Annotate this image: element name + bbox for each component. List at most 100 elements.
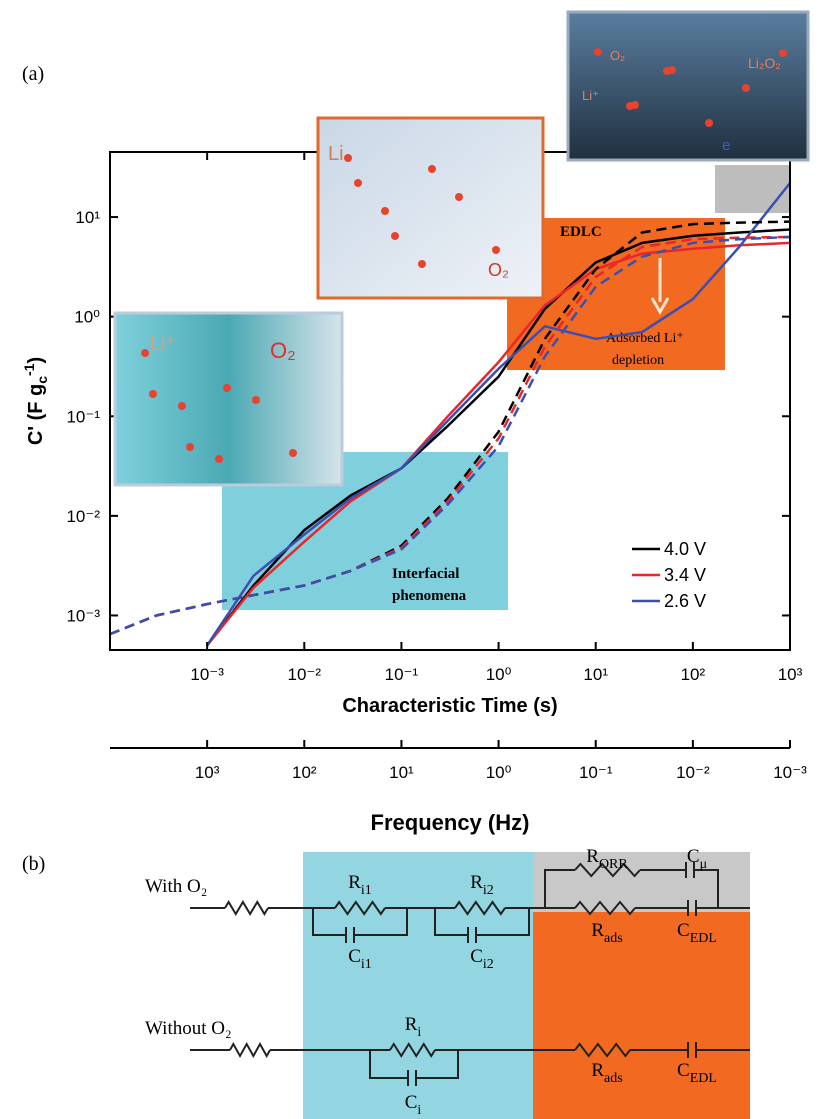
y-axis-title-part: ) xyxy=(25,357,47,364)
y-axis-title-part: c xyxy=(34,376,50,384)
component-label: CEDL xyxy=(677,1060,717,1086)
component-subscript: i xyxy=(417,1103,421,1118)
inset-particle xyxy=(344,154,352,162)
wire xyxy=(334,900,386,916)
x-tick-label: 10⁻³ xyxy=(190,665,224,684)
annotation: phenomena xyxy=(392,588,467,604)
inset-particle xyxy=(742,84,750,92)
row-label: With O₂ xyxy=(145,876,207,897)
legend-label: 3.4 V xyxy=(664,565,706,585)
inset-particle xyxy=(391,232,399,240)
inset-particle xyxy=(594,48,602,56)
inset-particle xyxy=(705,119,713,127)
wire xyxy=(467,927,477,943)
x2-axis-title: Frequency (Hz) xyxy=(371,810,530,835)
wire xyxy=(224,900,269,916)
inset-particle xyxy=(178,402,186,410)
component-symbol: R xyxy=(348,872,361,893)
legend-label: 4.0 V xyxy=(664,539,706,559)
x-tick-label: 10⁻² xyxy=(288,665,322,684)
component-label: Ri xyxy=(405,1014,422,1040)
component-label: Ri1 xyxy=(348,872,372,898)
series-line xyxy=(206,182,791,647)
plot: EDLC Adsorbed Li⁺ depletion Interfacial phen… xyxy=(21,10,810,835)
legend-label: 2.6 V xyxy=(664,591,706,611)
component-subscript: i1 xyxy=(361,957,372,972)
y-axis-title: C' (F gc-1) xyxy=(21,357,50,445)
inset-image xyxy=(566,10,810,162)
wire xyxy=(544,869,575,908)
component-symbol: C xyxy=(348,946,361,967)
component-symbol: R xyxy=(591,920,604,941)
inset-particle xyxy=(186,443,194,451)
component-symbol: C xyxy=(405,1092,418,1113)
inset-particle xyxy=(215,455,223,463)
inset-particle xyxy=(455,193,463,201)
component-symbol: R xyxy=(405,1014,418,1035)
y-tick-label: 10¹ xyxy=(75,208,100,227)
series-line xyxy=(206,241,791,647)
inset-particle xyxy=(149,390,157,398)
wire xyxy=(454,900,506,916)
inset-image xyxy=(316,116,545,300)
inset-particle xyxy=(381,207,389,215)
component-subscript: EDL xyxy=(690,1071,717,1086)
annotation: Interfacial xyxy=(392,566,459,582)
wire xyxy=(345,927,355,943)
inset-particle xyxy=(223,384,231,392)
series-line xyxy=(206,228,791,647)
component-label: RORR xyxy=(586,846,628,872)
x-tick-label: 10⁰ xyxy=(486,665,512,684)
y-axis-title-part: -1 xyxy=(21,363,37,376)
y-tick-label: 10⁻¹ xyxy=(66,407,100,426)
wire xyxy=(640,869,719,908)
inset-particle xyxy=(418,260,426,268)
component-symbol: R xyxy=(586,846,599,867)
inset-label: O₂ xyxy=(270,338,296,363)
component-symbol: C xyxy=(687,846,700,867)
component-label: Ci xyxy=(405,1092,422,1118)
component-subscript: i1 xyxy=(361,883,372,898)
wire xyxy=(229,1041,271,1059)
component-subscript: μ xyxy=(700,857,708,872)
component-symbol: C xyxy=(677,1060,690,1081)
x-tick-label: 10³ xyxy=(778,665,803,684)
wire xyxy=(369,1050,459,1079)
y-tick-label: 10⁻² xyxy=(66,507,100,526)
inset-label: Li⁺ xyxy=(582,88,599,103)
annotation: Adsorbed Li⁺ xyxy=(606,331,684,346)
wire xyxy=(434,908,530,936)
wire xyxy=(687,900,697,916)
inset-particle xyxy=(428,165,436,173)
component-subscript: i xyxy=(417,1025,421,1040)
component-subscript: i2 xyxy=(483,883,494,898)
arrow-head xyxy=(650,297,670,316)
orr-region xyxy=(533,852,750,912)
x2-tick-label: 10⁻³ xyxy=(773,763,807,782)
inset-image xyxy=(113,311,344,487)
wire xyxy=(574,1042,631,1058)
wire xyxy=(574,900,636,916)
inset-particle xyxy=(492,246,500,254)
x-axis-title: Characteristic Time (s) xyxy=(342,695,557,717)
interfacial-region xyxy=(303,852,533,1119)
component-label: Cμ xyxy=(687,846,707,872)
wire xyxy=(389,1042,436,1058)
annotation: depletion xyxy=(612,353,664,368)
component-subscript: ads xyxy=(604,1071,623,1086)
inset-label: Li⁺ xyxy=(150,333,176,355)
wire xyxy=(407,1070,417,1086)
row-label: Without O₂ xyxy=(145,1018,232,1039)
component-symbol: R xyxy=(470,872,483,893)
y-axis-title-part: C' (F g xyxy=(25,384,47,445)
inset-particle xyxy=(141,349,149,357)
wire xyxy=(312,908,408,936)
x-tick-label: 10⁻¹ xyxy=(385,665,419,684)
edl-region xyxy=(533,912,750,1119)
component-subscript: ORR xyxy=(599,857,628,872)
x2-tick-label: 10⁻² xyxy=(676,763,710,782)
component-subscript: i2 xyxy=(483,957,494,972)
component-symbol: C xyxy=(470,946,483,967)
annotation: EDLC xyxy=(560,224,602,240)
